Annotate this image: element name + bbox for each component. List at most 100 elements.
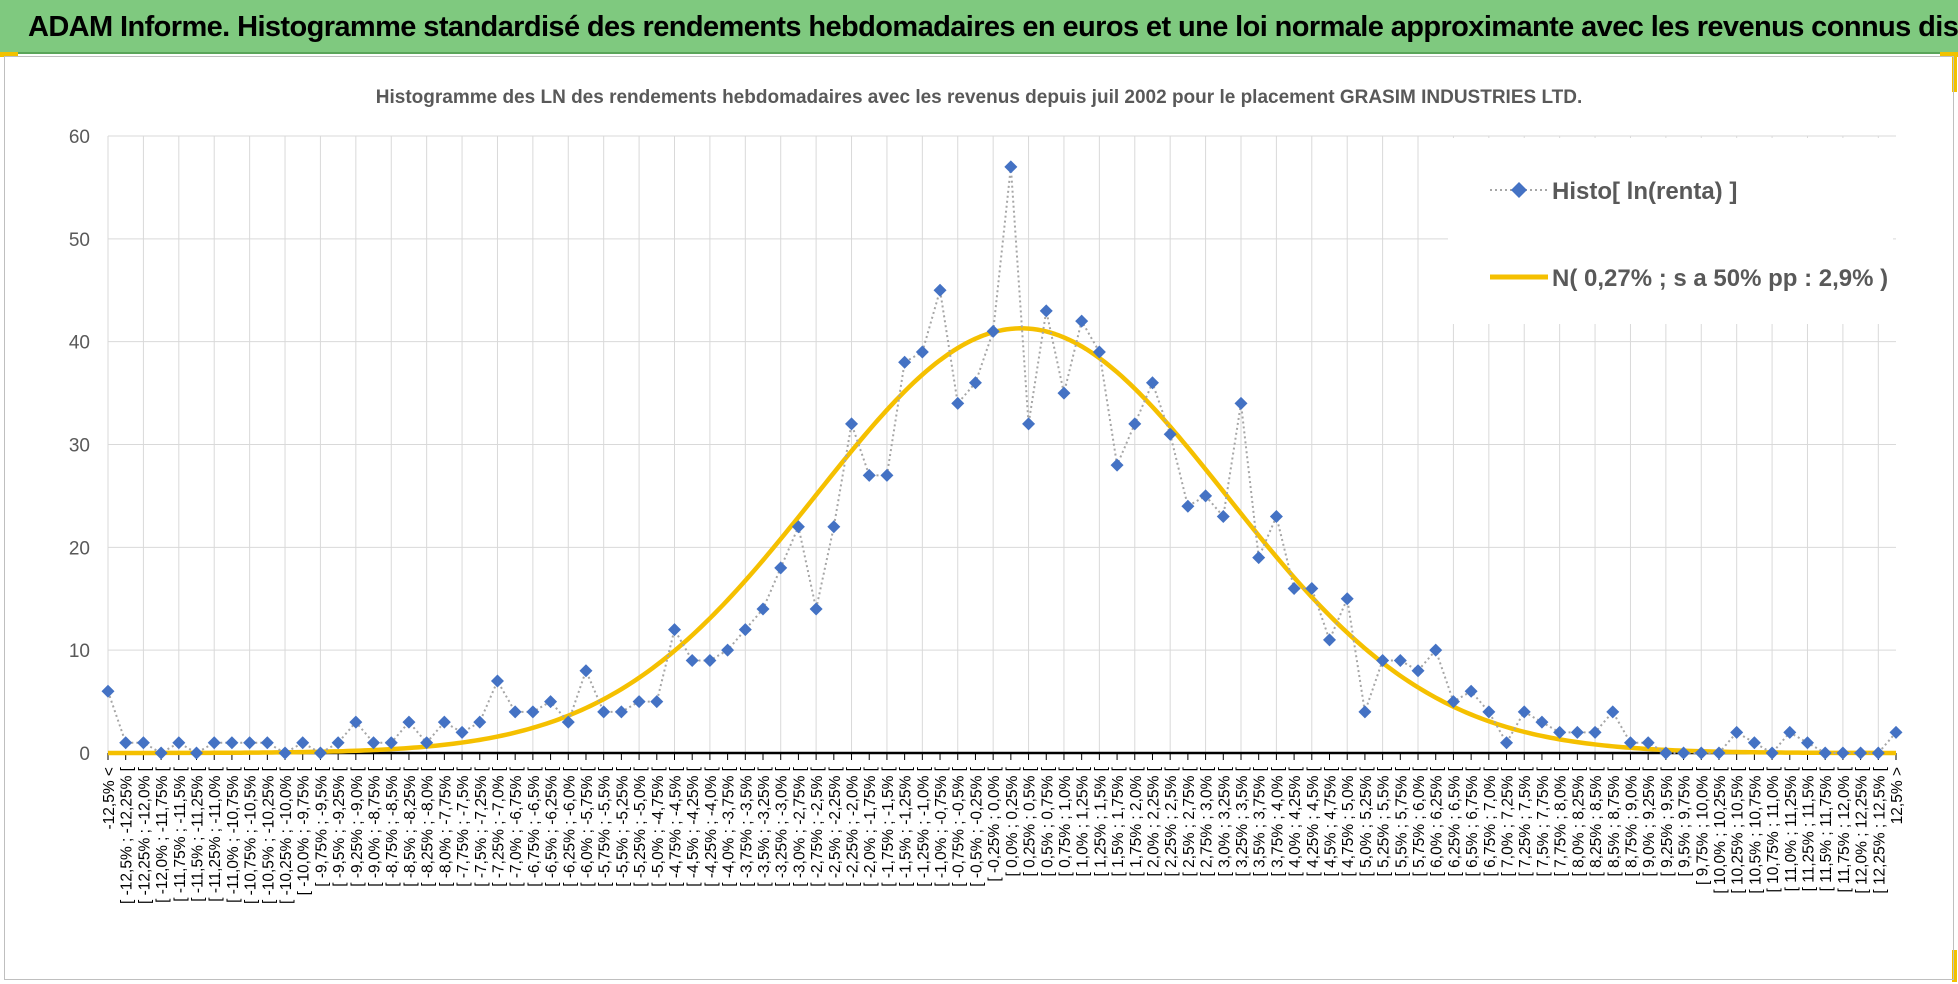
histogram-point — [331, 736, 345, 750]
x-tick-label: [ 1,75% ; 2,0% [ — [1128, 766, 1145, 876]
y-tick-label: 60 — [69, 127, 90, 148]
x-tick-label: [ -0,75% ; -0,5% [ — [951, 766, 968, 886]
x-tick-label: [ 7,5% ; 7,75% [ — [1535, 766, 1552, 876]
histogram-point — [650, 695, 664, 709]
histogram-point — [1128, 417, 1142, 431]
histogram-point — [1269, 509, 1283, 523]
histogram-point — [1039, 304, 1053, 318]
histogram-point — [384, 736, 398, 750]
histogram-point — [561, 715, 575, 729]
histogram-point — [101, 684, 115, 698]
histogram-point — [1145, 376, 1159, 390]
legend-histogram-marker — [1511, 182, 1527, 198]
histogram-point — [1163, 427, 1177, 441]
x-tick-label: [ -11,5% ; -11,25% [ — [190, 766, 207, 901]
histogram-point — [579, 664, 593, 678]
x-tick-label: [ 0,75% ; 1,0% [ — [1057, 766, 1074, 876]
x-tick-label: [ 12,25% ; 12,5% [ — [1871, 766, 1888, 893]
histogram-point — [1429, 643, 1443, 657]
x-tick-label: [ -8,0% ; -7,75% [ — [437, 766, 454, 886]
histogram-point — [1216, 509, 1230, 523]
histogram-point — [1464, 684, 1478, 698]
x-tick-label: [ 8,75% ; 9,0% [ — [1623, 766, 1640, 876]
x-tick-label: [ 2,25% ; 2,5% [ — [1163, 766, 1180, 876]
x-tick-label: [ -7,0% ; -6,75% [ — [508, 766, 525, 886]
x-tick-label: [ -5,25% ; -5,0% [ — [632, 766, 649, 886]
histogram-point — [1818, 746, 1832, 760]
histogram-point — [1075, 314, 1089, 328]
x-tick-label: [ -6,0% ; -5,75% [ — [579, 766, 596, 886]
x-tick-label: [ 5,75% ; 6,0% [ — [1411, 766, 1428, 876]
histogram-point — [1287, 581, 1301, 595]
legend-box — [1448, 138, 1893, 324]
x-tick-label: 12,5% > — [1889, 767, 1906, 824]
histogram-point — [862, 468, 876, 482]
x-tick-label: [ -10,25% ; -10,0% [ — [278, 766, 295, 904]
x-tick-label: [ -12,0% ; -11,75% [ — [154, 766, 171, 903]
x-tick-label: [ 10,25% ; 10,5% [ — [1730, 766, 1747, 893]
x-tick-label: [ 6,0% ; 6,25% [ — [1429, 766, 1446, 876]
report-title: ADAM Informe. Histogramme standardisé de… — [28, 11, 1958, 43]
x-tick-label: [ -2,5% ; -2,25% [ — [827, 766, 844, 886]
x-tick-label: [ 8,5% ; 8,75% [ — [1606, 766, 1623, 876]
histogram-point — [1323, 633, 1337, 647]
histogram-point — [119, 736, 133, 750]
x-tick-label: [ 10,0% ; 10,25% [ — [1712, 766, 1729, 893]
histogram-point — [614, 705, 628, 719]
normal-curve-line — [108, 326, 1896, 756]
x-tick-label: [ 8,25% ; 8,5% [ — [1588, 766, 1605, 876]
histogram-point — [738, 623, 752, 637]
histogram-point — [349, 715, 363, 729]
x-tick-label: [ 3,25% ; 3,5% [ — [1234, 766, 1251, 876]
histogram-point — [809, 602, 823, 616]
report-banner: ADAM Informe. Histogramme standardisé de… — [0, 0, 1958, 54]
histogram-point — [313, 746, 327, 760]
histogram-point — [243, 736, 257, 750]
x-tick-label: [ 4,25% ; 4,5% [ — [1305, 766, 1322, 876]
histogram-point — [774, 561, 788, 575]
x-tick-label: [ 9,75% ; 10,0% [ — [1694, 766, 1711, 885]
histogram-point — [136, 736, 150, 750]
x-tick-label: [ 1,25% ; 1,5% [ — [1092, 766, 1109, 876]
histogram-point — [1022, 417, 1036, 431]
x-tick-label: [ -3,0% ; -2,75% [ — [791, 766, 808, 886]
corner-accent-bottom-right — [1952, 950, 1957, 982]
histogram-point — [1623, 736, 1637, 750]
histogram-point — [1694, 746, 1708, 760]
histogram-point — [1376, 653, 1390, 667]
x-tick-label: [ 2,5% ; 2,75% [ — [1181, 766, 1198, 876]
x-tick-label: [ 10,75% ; 11,0% [ — [1765, 766, 1782, 892]
x-tick-label: [ 0,0% ; 0,25% [ — [1004, 766, 1021, 876]
x-tick-label: [ -11,0% ; -10,75% [ — [225, 766, 242, 903]
histogram-point — [933, 283, 947, 297]
legend-histogram-label: Histo[ ln(renta) ] — [1552, 178, 1737, 205]
histogram-point — [1057, 386, 1071, 400]
histogram-point — [154, 746, 168, 760]
histogram-point — [827, 520, 841, 534]
x-tick-label: [ 6,25% ; 6,5% [ — [1446, 766, 1463, 876]
x-tick-label: [ 10,5% ; 10,75% [ — [1747, 766, 1764, 893]
x-tick-label: [ 9,0% ; 9,25% [ — [1641, 766, 1658, 876]
histogram-point — [260, 736, 274, 750]
histogram-point — [278, 746, 292, 760]
x-tick-label: [ -0,25% ; 0,0% [ — [986, 766, 1003, 881]
x-tick-label: [ 1,5% ; 1,75% [ — [1110, 766, 1127, 876]
x-tick-label: [ 7,25% ; 7,5% [ — [1517, 766, 1534, 876]
histogram-point — [968, 376, 982, 390]
histogram-point — [402, 715, 416, 729]
x-tick-label: [ -5,0% ; -4,75% [ — [650, 766, 667, 886]
histogram-point — [1482, 705, 1496, 719]
y-tick-label: 50 — [69, 230, 90, 251]
histogram-point — [367, 736, 381, 750]
histogram-point — [1765, 746, 1779, 760]
histogram-point — [1092, 345, 1106, 359]
x-tick-label: [ 9,25% ; 9,5% [ — [1659, 766, 1676, 876]
x-tick-label: [ -1,75% ; -1,5% [ — [880, 766, 897, 886]
histogram-point — [685, 653, 699, 667]
chart-title: Histogramme des LN des rendements hebdom… — [376, 87, 1583, 108]
x-tick-label: [ -10,0% ; -9,75% [ — [296, 766, 313, 895]
x-tick-label: [ -1,25% ; -1,0% [ — [915, 766, 932, 886]
x-tick-label: [ 2,0% ; 2,25% [ — [1145, 766, 1162, 876]
x-tick-label: [ -3,25% ; -3,0% [ — [774, 766, 791, 886]
histogram-point — [597, 705, 611, 719]
